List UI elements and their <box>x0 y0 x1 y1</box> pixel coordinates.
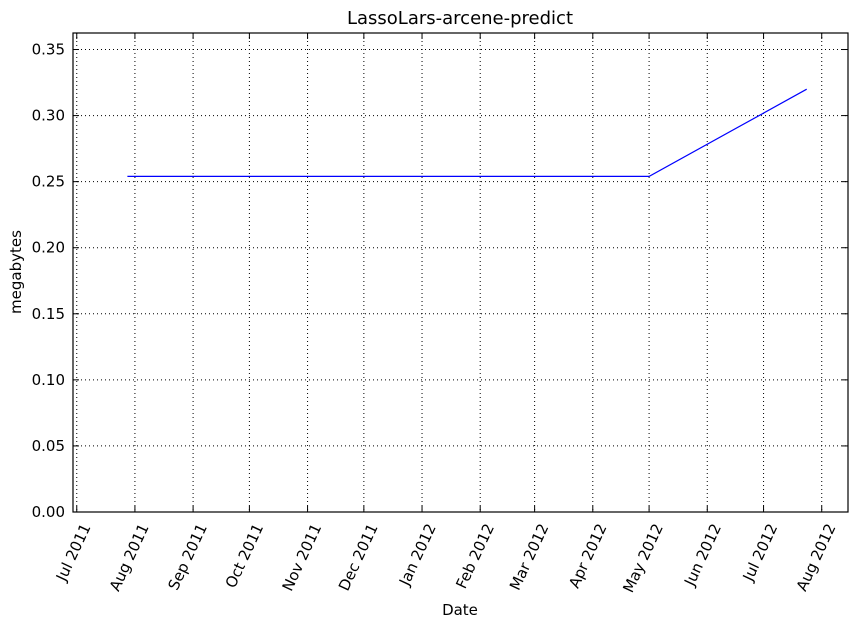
y-tick-label: 0.35 <box>32 41 65 59</box>
x-tick-label: Jul 2012 <box>739 521 782 585</box>
x-tick-label: Jul 2011 <box>52 521 95 585</box>
ticks <box>73 33 848 513</box>
plot-frame <box>72 32 849 513</box>
y-tick-label: 0.00 <box>32 503 65 521</box>
x-tick-label: Oct 2011 <box>222 521 267 591</box>
x-tick-labels: Jul 2011 Aug 2011 Sep 2011 Oct 2011 Nov 2011… <box>52 521 840 596</box>
x-tick-label: Sep 2011 <box>164 521 210 593</box>
y-tick-label: 0.05 <box>32 437 65 455</box>
y-tick-label: 0.25 <box>32 173 65 191</box>
y-tick-label: 0.30 <box>32 107 65 125</box>
x-tick-label: Aug 2012 <box>793 521 840 594</box>
series-line <box>127 88 807 177</box>
x-tick-label: Jan 2012 <box>395 521 440 589</box>
grid <box>73 33 848 513</box>
y-tick-labels: 0.00 0.05 0.10 0.15 0.20 0.25 0.30 0.35 <box>32 41 65 521</box>
x-tick-label: May 2012 <box>619 521 667 596</box>
chart-title: LassoLars-arcene-predict <box>347 8 573 29</box>
x-axis-label: Date <box>442 601 478 619</box>
x-tick-label: Dec 2011 <box>335 521 382 594</box>
y-axis-label: megabytes <box>7 230 25 314</box>
y-tick-label: 0.15 <box>32 305 65 323</box>
x-tick-label: Feb 2012 <box>452 521 498 592</box>
x-tick-label: Aug 2011 <box>106 521 153 594</box>
series-layer <box>127 88 807 177</box>
y-tick-label: 0.20 <box>32 239 65 257</box>
y-tick-label: 0.10 <box>32 371 65 389</box>
x-tick-label: Jun 2012 <box>680 521 725 590</box>
x-tick-label: Mar 2012 <box>506 521 552 593</box>
x-tick-label: Nov 2011 <box>279 521 326 594</box>
x-tick-label: Apr 2012 <box>565 521 610 591</box>
